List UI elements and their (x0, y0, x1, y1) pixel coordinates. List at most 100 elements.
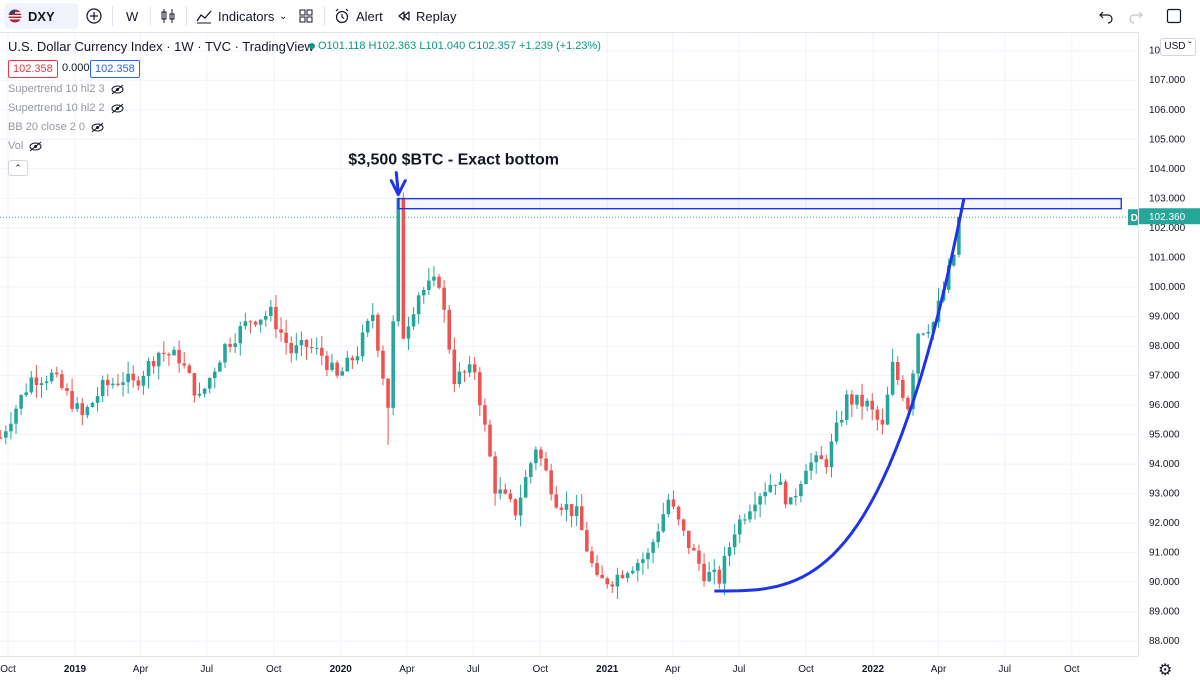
candle (885, 386, 890, 426)
candle-body (493, 456, 497, 494)
candle (462, 369, 467, 383)
candle-body (457, 371, 462, 384)
symbol-selector[interactable]: DXY (8, 0, 55, 32)
candle (636, 558, 640, 582)
indicator-row[interactable]: Supertrend 10 hl2 2 (8, 102, 124, 114)
candle-body (452, 349, 457, 384)
price-tick-label: 104.000 (1149, 164, 1186, 175)
annotation-text[interactable]: $3,500 $BTC - Exact bottom (348, 152, 559, 169)
candle (279, 317, 283, 342)
alert-label: Alert (356, 8, 383, 24)
candle (213, 367, 217, 389)
candle (717, 565, 722, 589)
fullscreen-button[interactable] (1166, 0, 1182, 32)
alert-button[interactable]: Alert (334, 0, 383, 32)
indicators-dropdown[interactable]: ⌄ (279, 0, 287, 32)
candle-body (906, 397, 910, 410)
candle (314, 337, 319, 355)
candle-body (29, 377, 34, 393)
price-tick-label: 100.000 (1149, 282, 1186, 293)
candle (187, 363, 192, 374)
candle (80, 397, 85, 426)
indicator-row[interactable]: BB 20 close 2 0 (8, 121, 104, 133)
candle-body (890, 361, 895, 395)
candle (712, 559, 717, 585)
candles-icon (161, 9, 175, 23)
candle (437, 273, 441, 290)
toolbar-divider (150, 6, 151, 26)
price-tick-label: 96.000 (1149, 400, 1180, 411)
candle-body (24, 392, 28, 396)
parabolic-trend-curve[interactable] (714, 197, 966, 593)
time-tick-label: Jul (200, 664, 213, 675)
candle-body (202, 388, 207, 394)
last-price-tag: 102.360 (1139, 208, 1200, 225)
candle (156, 351, 161, 380)
fullscreen-icon (1166, 8, 1182, 24)
candle (223, 342, 227, 368)
candle (707, 561, 711, 583)
compare-add-button[interactable] (86, 0, 102, 32)
buy-price-box[interactable]: 102.358 (90, 60, 140, 78)
candle (880, 408, 885, 435)
indicator-row[interactable]: Vol (8, 140, 42, 152)
chart-type-button[interactable] (160, 0, 176, 32)
candle-body (187, 365, 192, 374)
candle (243, 312, 248, 330)
candle (4, 425, 8, 445)
indicator-row[interactable]: Supertrend 10 hl2 3 (8, 83, 124, 95)
annotation-arrow-icon[interactable] (389, 171, 407, 197)
sell-price-box[interactable]: 102.358 (8, 60, 58, 78)
undo-button[interactable] (1098, 0, 1114, 32)
indicators-button[interactable]: Indicators (196, 0, 274, 32)
redo-button[interactable] (1128, 0, 1144, 32)
candle-body (177, 349, 181, 364)
candle-body (763, 491, 768, 497)
candle (309, 338, 314, 354)
candle-body (895, 361, 900, 380)
price-tick-label: 94.000 (1149, 459, 1180, 470)
candle-body (258, 319, 263, 325)
candle (559, 503, 564, 516)
time-axis-labels: Oct 2019 Apr Jul Oct 2020 Apr Jul Oct 2021 Apr Jul O… (0, 664, 1080, 675)
candle-body (748, 511, 752, 520)
chart-settings-button[interactable]: ⚙ (1158, 660, 1172, 680)
eye-off-icon[interactable] (29, 141, 42, 152)
candle (350, 355, 355, 370)
candle (518, 484, 523, 527)
candle (299, 331, 304, 357)
currency-selector[interactable]: USD ˇ (1160, 38, 1196, 56)
candle (396, 197, 401, 327)
time-tick-label: 2022 (862, 664, 885, 675)
collapse-legend-button[interactable]: ⌃ (8, 160, 28, 176)
price-tick-label: 102.000 (1149, 223, 1186, 234)
candle (855, 394, 859, 409)
candle (121, 371, 125, 397)
candle-body (850, 394, 854, 405)
last-price-value: 102.360 (1149, 212, 1186, 223)
eye-off-icon[interactable] (111, 103, 124, 114)
time-axis[interactable]: Oct 2019 Apr Jul Oct 2020 Apr Jul Oct 2021 Apr Jul O… (0, 656, 1138, 681)
eye-off-icon[interactable] (91, 122, 104, 133)
candle-body (218, 362, 222, 372)
candle (549, 463, 553, 501)
replay-button[interactable]: Replay (397, 0, 456, 32)
interval-button[interactable]: W (126, 0, 138, 32)
candle (151, 356, 156, 375)
price-axis[interactable]: 88.000 89.000 90.000 91.000 92.000 93.000 94.0… (1138, 32, 1200, 656)
candle-body (172, 349, 176, 356)
candle-body (712, 569, 717, 573)
candle-body (539, 449, 543, 459)
candle (870, 393, 875, 421)
candle-body (844, 394, 849, 420)
eye-off-icon[interactable] (111, 84, 124, 95)
symbol-label: DXY (28, 8, 55, 24)
layout-button[interactable] (298, 0, 314, 32)
candle (85, 405, 90, 419)
candle-body (651, 542, 655, 553)
candle-body (289, 342, 294, 354)
last-price-tag-bg (1139, 208, 1200, 225)
candle (916, 332, 920, 383)
resistance-zone[interactable] (397, 197, 1122, 210)
